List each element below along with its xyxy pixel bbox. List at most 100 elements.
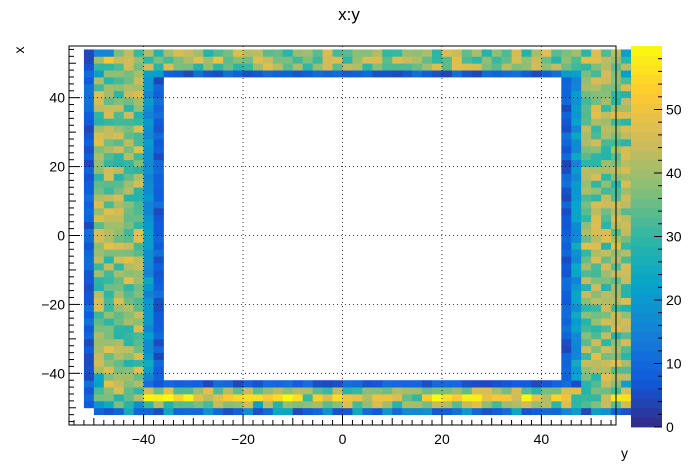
- heatmap-cell: [571, 325, 581, 332]
- heatmap-cell: [621, 146, 631, 153]
- heatmap-cell: [84, 91, 94, 98]
- heatmap-cell: [94, 373, 104, 380]
- heatmap-cell: [621, 63, 631, 70]
- heatmap-cell: [104, 360, 114, 367]
- heatmap-cell: [253, 394, 263, 401]
- heatmap-cell: [591, 332, 601, 339]
- heatmap-cell: [154, 77, 164, 84]
- heatmap-cell: [183, 380, 193, 387]
- heatmap-cell: [601, 208, 611, 215]
- x-tick-label: 20: [434, 431, 450, 447]
- heatmap-cell: [601, 229, 611, 236]
- heatmap-cell: [104, 311, 114, 318]
- heatmap-cell: [531, 394, 541, 401]
- heatmap-cell: [114, 387, 124, 394]
- heatmap-cell: [94, 187, 104, 194]
- heatmap-cell: [571, 298, 581, 305]
- heatmap-cell: [104, 318, 114, 325]
- heatmap-cell: [114, 318, 124, 325]
- palette-band: [631, 294, 662, 304]
- heatmap-cell: [134, 277, 144, 284]
- heatmap-cell: [94, 236, 104, 243]
- heatmap-cell: [253, 49, 263, 56]
- heatmap-cell: [104, 105, 114, 112]
- heatmap-cell: [571, 380, 581, 387]
- heatmap-cell: [84, 222, 94, 229]
- heatmap-cell: [591, 70, 601, 77]
- heatmap-cell: [124, 236, 134, 243]
- heatmap-cell: [621, 132, 631, 139]
- heatmap-cell: [541, 380, 551, 387]
- heatmap-cell: [601, 325, 611, 332]
- heatmap-cell: [591, 125, 601, 132]
- heatmap-cell: [512, 387, 522, 394]
- heatmap-cell: [104, 118, 114, 125]
- heatmap-cell: [581, 263, 591, 270]
- heatmap-cell: [114, 77, 124, 84]
- heatmap-cell: [124, 98, 134, 105]
- heatmap-cell: [392, 394, 402, 401]
- heatmap-cell: [512, 70, 522, 77]
- heatmap-cell: [561, 215, 571, 222]
- heatmap-cell: [372, 408, 382, 415]
- heatmap-cell: [134, 139, 144, 146]
- heatmap-cell: [561, 242, 571, 249]
- heatmap-cell: [502, 70, 512, 77]
- heatmap-cell: [343, 63, 353, 70]
- heatmap-cell: [154, 360, 164, 367]
- heatmap-cell: [263, 401, 273, 408]
- heatmap-cell: [492, 387, 502, 394]
- heatmap-cell: [591, 77, 601, 84]
- heatmap-cell: [382, 401, 392, 408]
- heatmap-cell: [163, 387, 173, 394]
- heatmap-cell: [303, 70, 313, 77]
- heatmap-cell: [154, 242, 164, 249]
- heatmap-cell: [372, 380, 382, 387]
- heatmap-cell: [412, 380, 422, 387]
- heatmap-cell: [154, 380, 164, 387]
- heatmap-cell: [134, 118, 144, 125]
- heatmap-cell: [213, 394, 223, 401]
- heatmap-cell: [223, 408, 233, 415]
- heatmap-cell: [482, 70, 492, 77]
- heatmap-cell: [591, 63, 601, 70]
- heatmap-cell: [114, 277, 124, 284]
- heatmap-cell: [571, 125, 581, 132]
- heatmap-cell: [472, 56, 482, 63]
- heatmap-cell: [591, 229, 601, 236]
- x-axis: −40 −20 0 20 40: [74, 414, 611, 447]
- heatmap-cell: [203, 63, 213, 70]
- heatmap-cell: [313, 408, 323, 415]
- heatmap-cell: [581, 105, 591, 112]
- heatmap-cell: [84, 146, 94, 153]
- palette-tick-label: 40: [666, 165, 682, 181]
- palette-band: [631, 132, 662, 142]
- heatmap-cell: [591, 98, 601, 105]
- heatmap-cell: [173, 63, 183, 70]
- heatmap-cell: [551, 401, 561, 408]
- heatmap-cell: [561, 332, 571, 339]
- heatmap-cell: [283, 70, 293, 77]
- heatmap-cell: [94, 346, 104, 353]
- heatmap-cell: [601, 256, 611, 263]
- heatmap-cell: [154, 105, 164, 112]
- heatmap-cell: [581, 77, 591, 84]
- heatmap-cell: [114, 194, 124, 201]
- heatmap-cell: [94, 263, 104, 270]
- heatmap-cell: [571, 56, 581, 63]
- heatmap-cell: [432, 63, 442, 70]
- heatmap-cell: [561, 187, 571, 194]
- heatmap-cell: [422, 394, 432, 401]
- heatmap-cell: [134, 311, 144, 318]
- heatmap-cell: [571, 387, 581, 394]
- heatmap-cell: [134, 98, 144, 105]
- heatmap-cell: [124, 146, 134, 153]
- palette-band: [631, 103, 662, 113]
- heatmap-cell: [114, 325, 124, 332]
- heatmap-cell: [601, 270, 611, 277]
- heatmap-cell: [84, 63, 94, 70]
- heatmap-cell: [512, 63, 522, 70]
- heatmap-cell: [84, 49, 94, 56]
- heatmap-cell: [442, 70, 452, 77]
- heatmap-cell: [541, 401, 551, 408]
